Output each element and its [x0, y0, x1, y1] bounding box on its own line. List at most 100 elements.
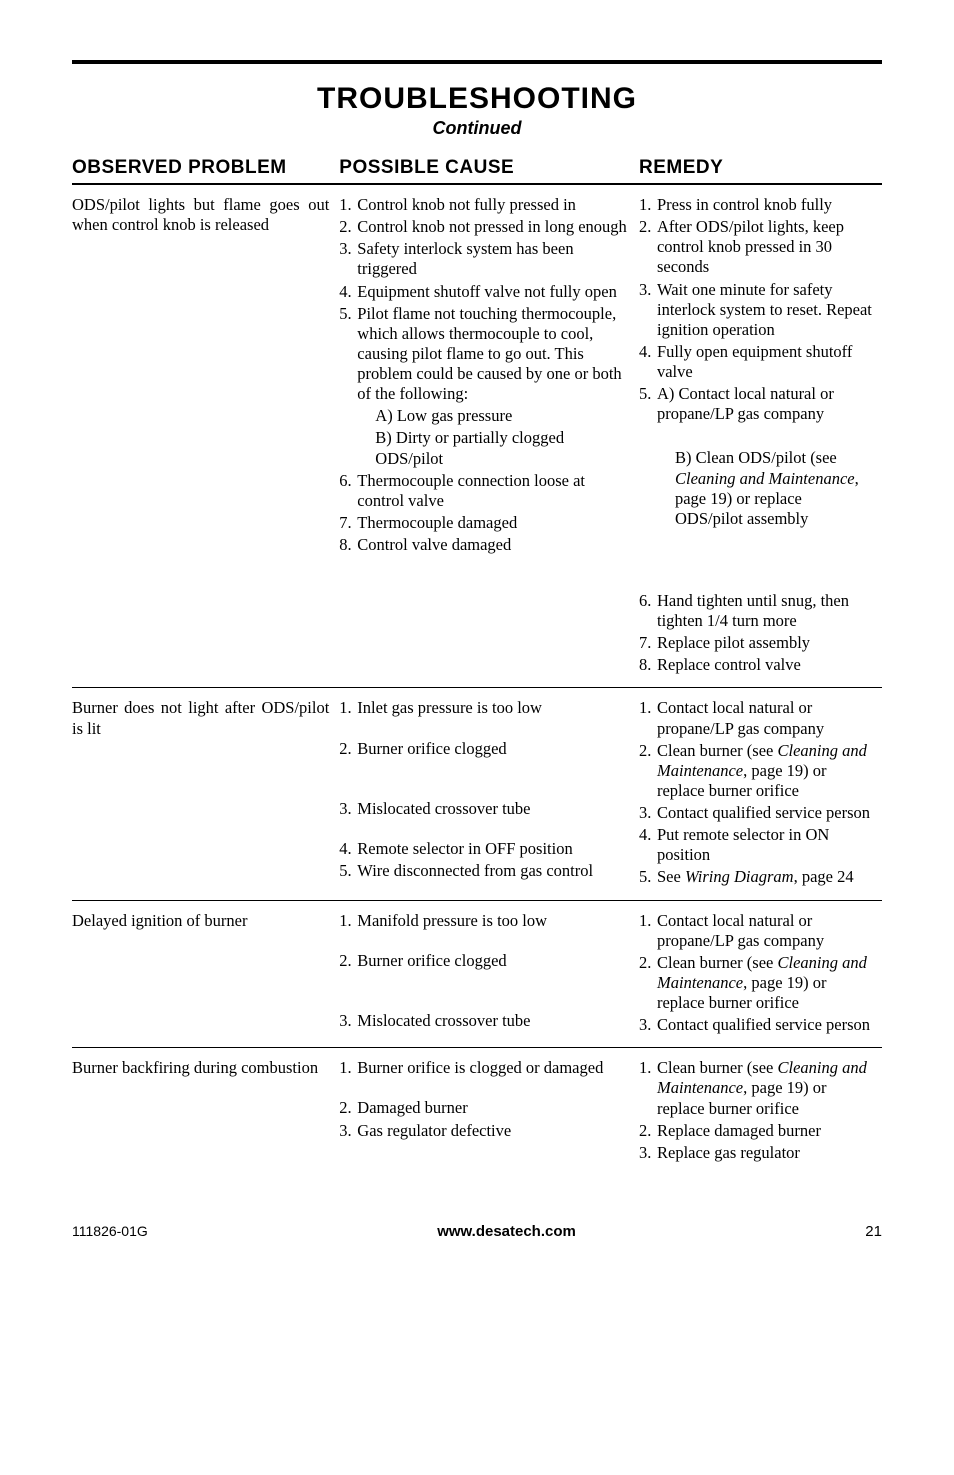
list-number: 1.	[339, 1058, 357, 1078]
possible-cause: 1.Control knob not fully pressed in2.Con…	[339, 184, 639, 688]
list-item: A) Low gas pressure	[357, 406, 629, 426]
list-number: 5.	[639, 867, 657, 887]
list-item: 3.Wait one minute for safety interlock s…	[639, 280, 872, 340]
remedy: 1.Press in control knob fully2.After ODS…	[639, 184, 882, 688]
list-number: 3.	[639, 1143, 657, 1163]
list-number: 4.	[639, 342, 657, 362]
list-text: Pilot flame not touching thermocouple, w…	[357, 304, 629, 405]
list-number: 4.	[339, 839, 357, 859]
header-remedy: REMEDY	[639, 153, 882, 184]
list-item: 1.Manifold pressure is too low	[339, 911, 629, 931]
list-number: 8.	[639, 655, 657, 675]
list-item: 2.Replace damaged burner	[639, 1121, 872, 1141]
list-item: 1.Press in control knob fully	[639, 195, 872, 215]
remedy: 1.Clean burner (see Cleaning and Mainten…	[639, 1048, 882, 1175]
table-header-row: OBSERVED PROBLEM POSSIBLE CAUSE REMEDY	[72, 153, 882, 184]
list-text: Control knob not fully pressed in	[357, 195, 629, 215]
list-number: 6.	[639, 591, 657, 611]
observed-problem: Burner does not light after ODS/pilot is…	[72, 688, 339, 900]
list-item: 4.Equipment shutoff valve not fully open	[339, 282, 629, 302]
list-item: 4.Fully open equipment shutoff valve	[639, 342, 872, 382]
list-number: 7.	[339, 513, 357, 533]
list-number: 1.	[339, 698, 357, 718]
list-number: 2.	[639, 1121, 657, 1141]
list-text: B) Dirty or partially clogged ODS/pilot	[375, 428, 629, 468]
list-item: 5.See Wiring Diagram, page 24	[639, 867, 872, 887]
list-number: 1.	[639, 911, 657, 931]
list-text: Wire disconnected from gas control	[357, 861, 629, 881]
list-item: 2.Burner orifice clogged	[339, 951, 629, 971]
list-item: 6.Thermocouple connection loose at contr…	[339, 471, 629, 511]
list-item: 5.A) Contact local natural or propane/LP…	[639, 384, 872, 424]
list-item: B) Dirty or partially clogged ODS/pilot	[357, 428, 629, 468]
list-text: Gas regulator defective	[357, 1121, 629, 1141]
list-text: Clean burner (see Cleaning and Maintenan…	[657, 953, 872, 1013]
list-number: 5.	[639, 384, 657, 404]
list-item: 6.Hand tighten until snug, then tighten …	[639, 591, 872, 631]
list-text: Press in control knob fully	[657, 195, 872, 215]
page-footer: 111826-01G www.desatech.com 21	[72, 1223, 882, 1240]
list-number: 2.	[639, 953, 657, 973]
list-text: Hand tighten until snug, then tighten 1/…	[657, 591, 872, 631]
list-item: 1.Inlet gas pressure is too low	[339, 698, 629, 718]
list-number: 5.	[339, 861, 357, 881]
list-item: 5.Wire disconnected from gas control	[339, 861, 629, 881]
table-row: Delayed ignition of burner1.Manifold pre…	[72, 900, 882, 1048]
list-text: See Wiring Diagram, page 24	[657, 867, 872, 887]
page: TROUBLESHOOTING Continued OBSERVED PROBL…	[0, 0, 954, 1280]
list-text: Inlet gas pressure is too low	[357, 698, 629, 718]
list-text: Damaged burner	[357, 1098, 629, 1118]
list-text: A) Contact local natural or propane/LP g…	[657, 384, 872, 424]
list-number: 5.	[339, 304, 357, 324]
list-text: Manifold pressure is too low	[357, 911, 629, 931]
list-item: 4.Put remote selector in ON position	[639, 825, 872, 865]
list-text: Mislocated crossover tube	[357, 799, 629, 819]
list-number: 2.	[339, 951, 357, 971]
footer-url: www.desatech.com	[437, 1223, 576, 1240]
list-text: Put remote selector in ON position	[657, 825, 872, 865]
list-item: B) Clean ODS/pilot (see Cleaning and Mai…	[657, 448, 872, 529]
list-text: Fully open equipment shutoff valve	[657, 342, 872, 382]
list-number: 3.	[639, 280, 657, 300]
list-text: Replace pilot assembly	[657, 633, 872, 653]
page-title: TROUBLESHOOTING	[72, 82, 882, 116]
list-text: Contact local natural or propane/LP gas …	[657, 698, 872, 738]
list-item: 3.Mislocated crossover tube	[339, 1011, 629, 1031]
list-text: Control valve damaged	[357, 535, 629, 555]
list-item: 4.Remote selector in OFF position	[339, 839, 629, 859]
list-item: 5.Pilot flame not touching thermocouple,…	[339, 304, 629, 405]
list-number: 3.	[639, 1015, 657, 1035]
list-item: 2.After ODS/pilot lights, keep control k…	[639, 217, 872, 277]
list-text: After ODS/pilot lights, keep control kno…	[657, 217, 872, 277]
list-text: Clean burner (see Cleaning and Maintenan…	[657, 741, 872, 801]
table-row: Burner backfiring during combustion1.Bur…	[72, 1048, 882, 1175]
list-item: 3.Replace gas regulator	[639, 1143, 872, 1163]
troubleshooting-table: OBSERVED PROBLEM POSSIBLE CAUSE REMEDY O…	[72, 153, 882, 1175]
list-item: 3.Gas regulator defective	[339, 1121, 629, 1141]
table-row: Burner does not light after ODS/pilot is…	[72, 688, 882, 900]
list-number: 2.	[339, 739, 357, 759]
list-text: Burner orifice is clogged or damaged	[357, 1058, 629, 1078]
footer-docnum: 111826-01G	[72, 1223, 148, 1239]
possible-cause: 1.Manifold pressure is too low 2.Burner o…	[339, 900, 639, 1048]
list-number: 3.	[339, 799, 357, 819]
list-item: 7.Replace pilot assembly	[639, 633, 872, 653]
list-item: 7.Thermocouple damaged	[339, 513, 629, 533]
list-text: Contact qualified service person	[657, 803, 872, 823]
footer-pagenum: 21	[865, 1223, 882, 1240]
list-item: 3.Mislocated crossover tube	[339, 799, 629, 819]
list-text: A) Low gas pressure	[375, 406, 629, 426]
list-item: 1.Control knob not fully pressed in	[339, 195, 629, 215]
list-number: 1.	[639, 1058, 657, 1078]
list-text: Contact qualified service person	[657, 1015, 872, 1035]
list-text: Control knob not pressed in long enough	[357, 217, 629, 237]
list-number: 1.	[639, 698, 657, 718]
list-item: 2.Damaged burner	[339, 1098, 629, 1118]
list-item: 3.Contact qualified service person	[639, 803, 872, 823]
list-item: 8.Replace control valve	[639, 655, 872, 675]
header-cause: POSSIBLE CAUSE	[339, 153, 639, 184]
observed-problem: Burner backfiring during combustion	[72, 1048, 339, 1175]
list-text: Burner orifice clogged	[357, 951, 629, 971]
list-text: Thermocouple damaged	[357, 513, 629, 533]
top-rule	[72, 60, 882, 64]
